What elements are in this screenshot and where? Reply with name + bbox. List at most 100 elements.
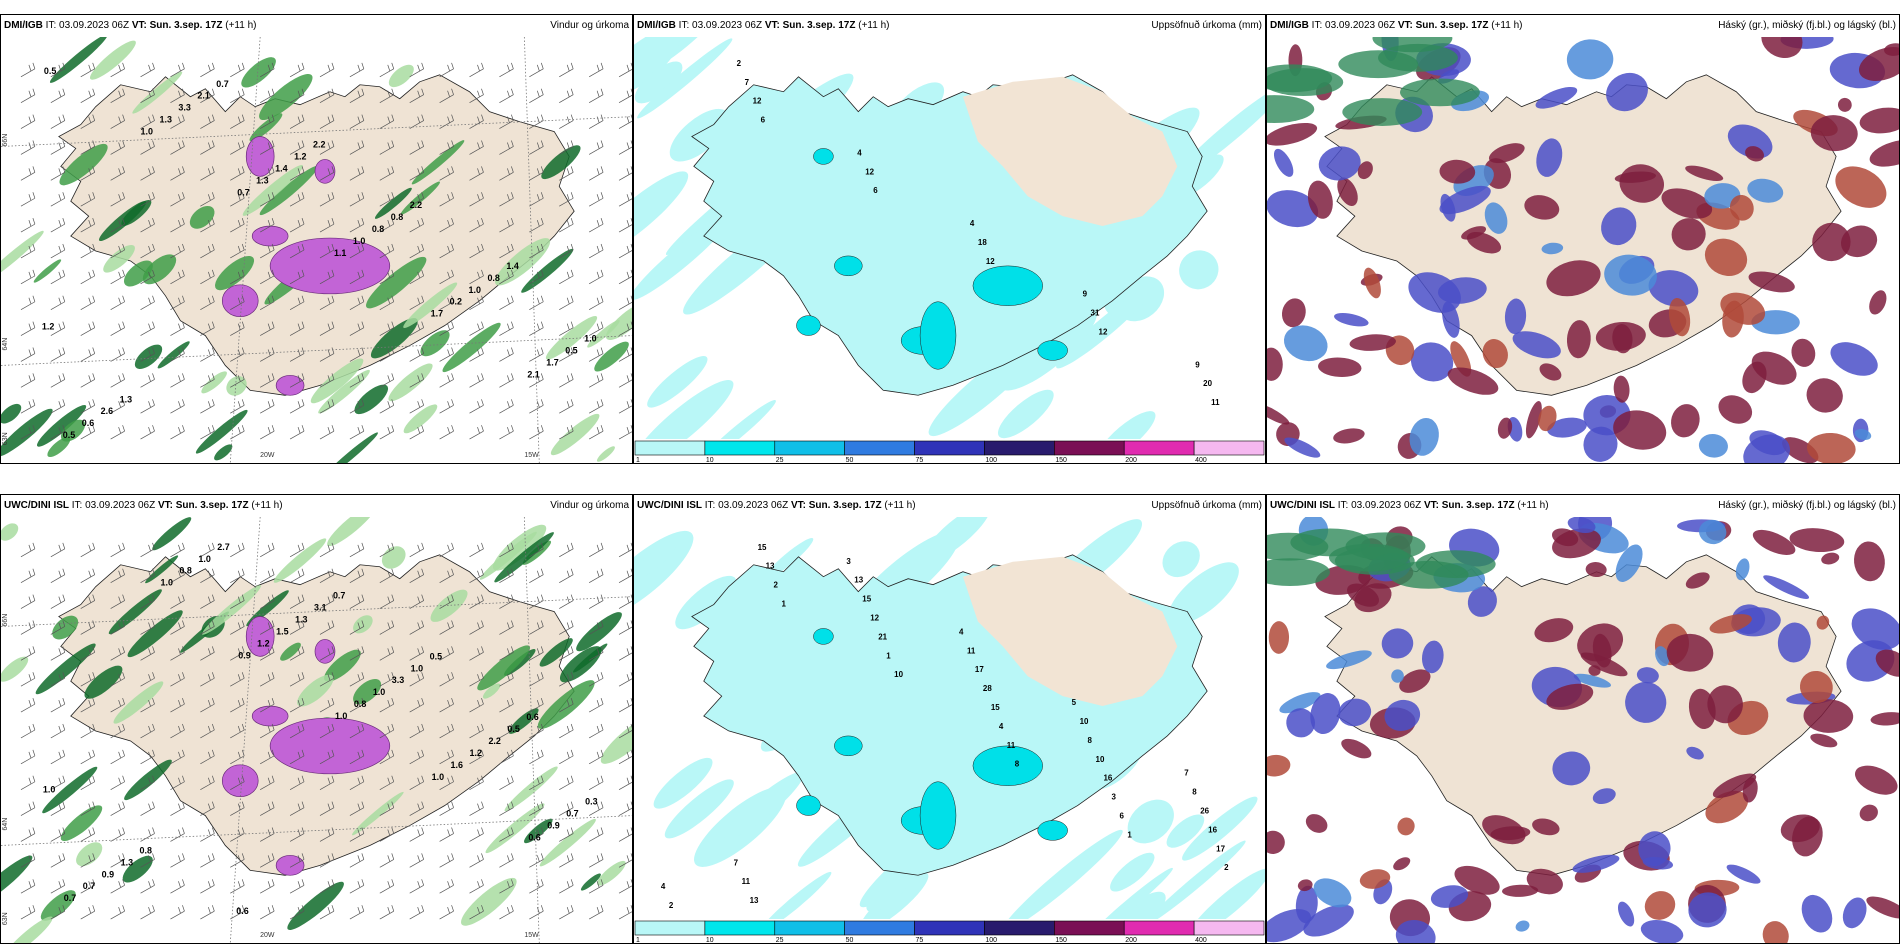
precip-value-label: 0.5: [507, 724, 519, 734]
wind-barb: [230, 672, 245, 687]
precip-amount-label: 1: [1127, 830, 1132, 839]
wind-barb: [319, 218, 335, 233]
wind-barb: [588, 62, 604, 78]
cloud-blob: [1349, 334, 1396, 351]
high-cloud: [1345, 532, 1426, 561]
wind-barb: [409, 698, 424, 713]
cloud-map-canvas: [1267, 517, 1899, 943]
wind-barb: [260, 373, 275, 388]
wind-barb: [319, 568, 335, 583]
precip-amount-label: 21: [878, 632, 887, 641]
wind-barb: [200, 399, 215, 414]
wind-barb: [200, 568, 215, 583]
it-value: 03.09.2023 06Z: [85, 500, 156, 511]
wind-barb: [230, 879, 245, 894]
wind-barb: [20, 749, 36, 765]
wind-barb: [80, 723, 96, 739]
cloud-blob: [1884, 43, 1899, 56]
wind-barb: [349, 672, 365, 687]
wind-barb: [110, 243, 125, 259]
cloud-blob: [1726, 864, 1761, 884]
wind-barb: [379, 140, 395, 155]
wind-barb: [349, 321, 365, 336]
wind-barb: [140, 140, 155, 155]
wind-barb: [439, 373, 454, 388]
precip-amount-label: 12: [1099, 328, 1108, 337]
colorbar-tick-label: 25: [776, 937, 784, 943]
wind-barb: [319, 827, 335, 842]
wind-barb: [409, 243, 424, 259]
precip-amount-label: 8: [1015, 760, 1020, 769]
cloud-blob: [1267, 830, 1285, 854]
precip-amount-label: 16: [1104, 774, 1113, 783]
wind-barb: [260, 114, 275, 129]
wind-barb: [559, 62, 574, 78]
wind-barb: [140, 646, 155, 661]
wind-barb: [50, 775, 66, 791]
wind-barb: [80, 827, 96, 842]
heavy-precip-cell: [269, 237, 391, 295]
cloud-blob: [1397, 817, 1415, 836]
panel-header: DMI/IGB IT: 03.09.2023 06Z VT: Sun. 3.se…: [634, 15, 1265, 37]
wind-barb: [559, 827, 574, 842]
wind-barb: [588, 775, 604, 791]
precip-value-label: 0.6: [236, 906, 248, 916]
wind-barb: [260, 542, 275, 558]
cloud-blob: [1835, 166, 1887, 208]
precip-value-label: 1.7: [546, 357, 558, 367]
precip-amount-label: 2: [669, 901, 674, 910]
wind-barb: [20, 295, 36, 311]
precip-value-label: 1.0: [469, 285, 481, 295]
wind-barb: [110, 568, 125, 583]
cloud-blob: [1267, 403, 1290, 425]
cloud-blob: [1525, 401, 1542, 439]
wind-barb: [200, 827, 215, 842]
wind-barb: [140, 879, 155, 894]
wind-barb: [50, 373, 66, 388]
wind-barb: [80, 594, 96, 609]
wind-barb: [379, 218, 395, 233]
heavy-precip-cell: [275, 855, 305, 876]
wind-barb: [379, 568, 395, 583]
wind-barb: [260, 140, 275, 155]
wind-barb: [230, 295, 245, 311]
cloud-blob: [1268, 621, 1290, 654]
wind-barb: [50, 269, 66, 285]
heavy-precip-cell: [314, 159, 336, 184]
wind-barb: [110, 542, 125, 558]
wind-barb: [289, 723, 305, 739]
wind-barb: [499, 399, 514, 414]
cloud-blob: [1566, 320, 1591, 359]
cloud-blob: [1810, 115, 1858, 152]
wind-barb: [469, 905, 484, 920]
wind-barb: [588, 166, 604, 181]
vt-value: Sun. 3.sep. 17Z: [1415, 20, 1489, 31]
wind-barb: [289, 166, 305, 181]
wind-barb: [379, 347, 395, 362]
wind-barb: [110, 347, 125, 362]
wind-barb: [170, 295, 185, 311]
wind-barb: [50, 399, 66, 414]
wind-barb: [289, 853, 305, 868]
colorbar-tick-label: 100: [985, 457, 997, 463]
cloud-blob: [1640, 920, 1684, 943]
precip-value-label: 1.7: [431, 309, 443, 319]
wind-barb: [409, 749, 424, 765]
cloud-blob: [1671, 404, 1700, 438]
wind-barb: [588, 853, 604, 868]
wind-barb: [409, 723, 424, 739]
wind-barb: [319, 88, 335, 103]
wind-barb: [80, 879, 96, 894]
wind-barb: [80, 218, 96, 233]
wind-barb: [349, 775, 365, 791]
cloud-blob: [1539, 363, 1562, 381]
wind-barb: [80, 801, 96, 816]
precip-amount-label: 8: [1088, 736, 1093, 745]
wind-barb: [140, 672, 155, 687]
precip-cell: [813, 148, 834, 165]
wind-barb: [319, 594, 335, 609]
wind-barb: [319, 620, 335, 635]
wind-barb: [260, 243, 275, 259]
cloud-blob: [1395, 920, 1436, 943]
cloud-blob: [1515, 920, 1530, 932]
